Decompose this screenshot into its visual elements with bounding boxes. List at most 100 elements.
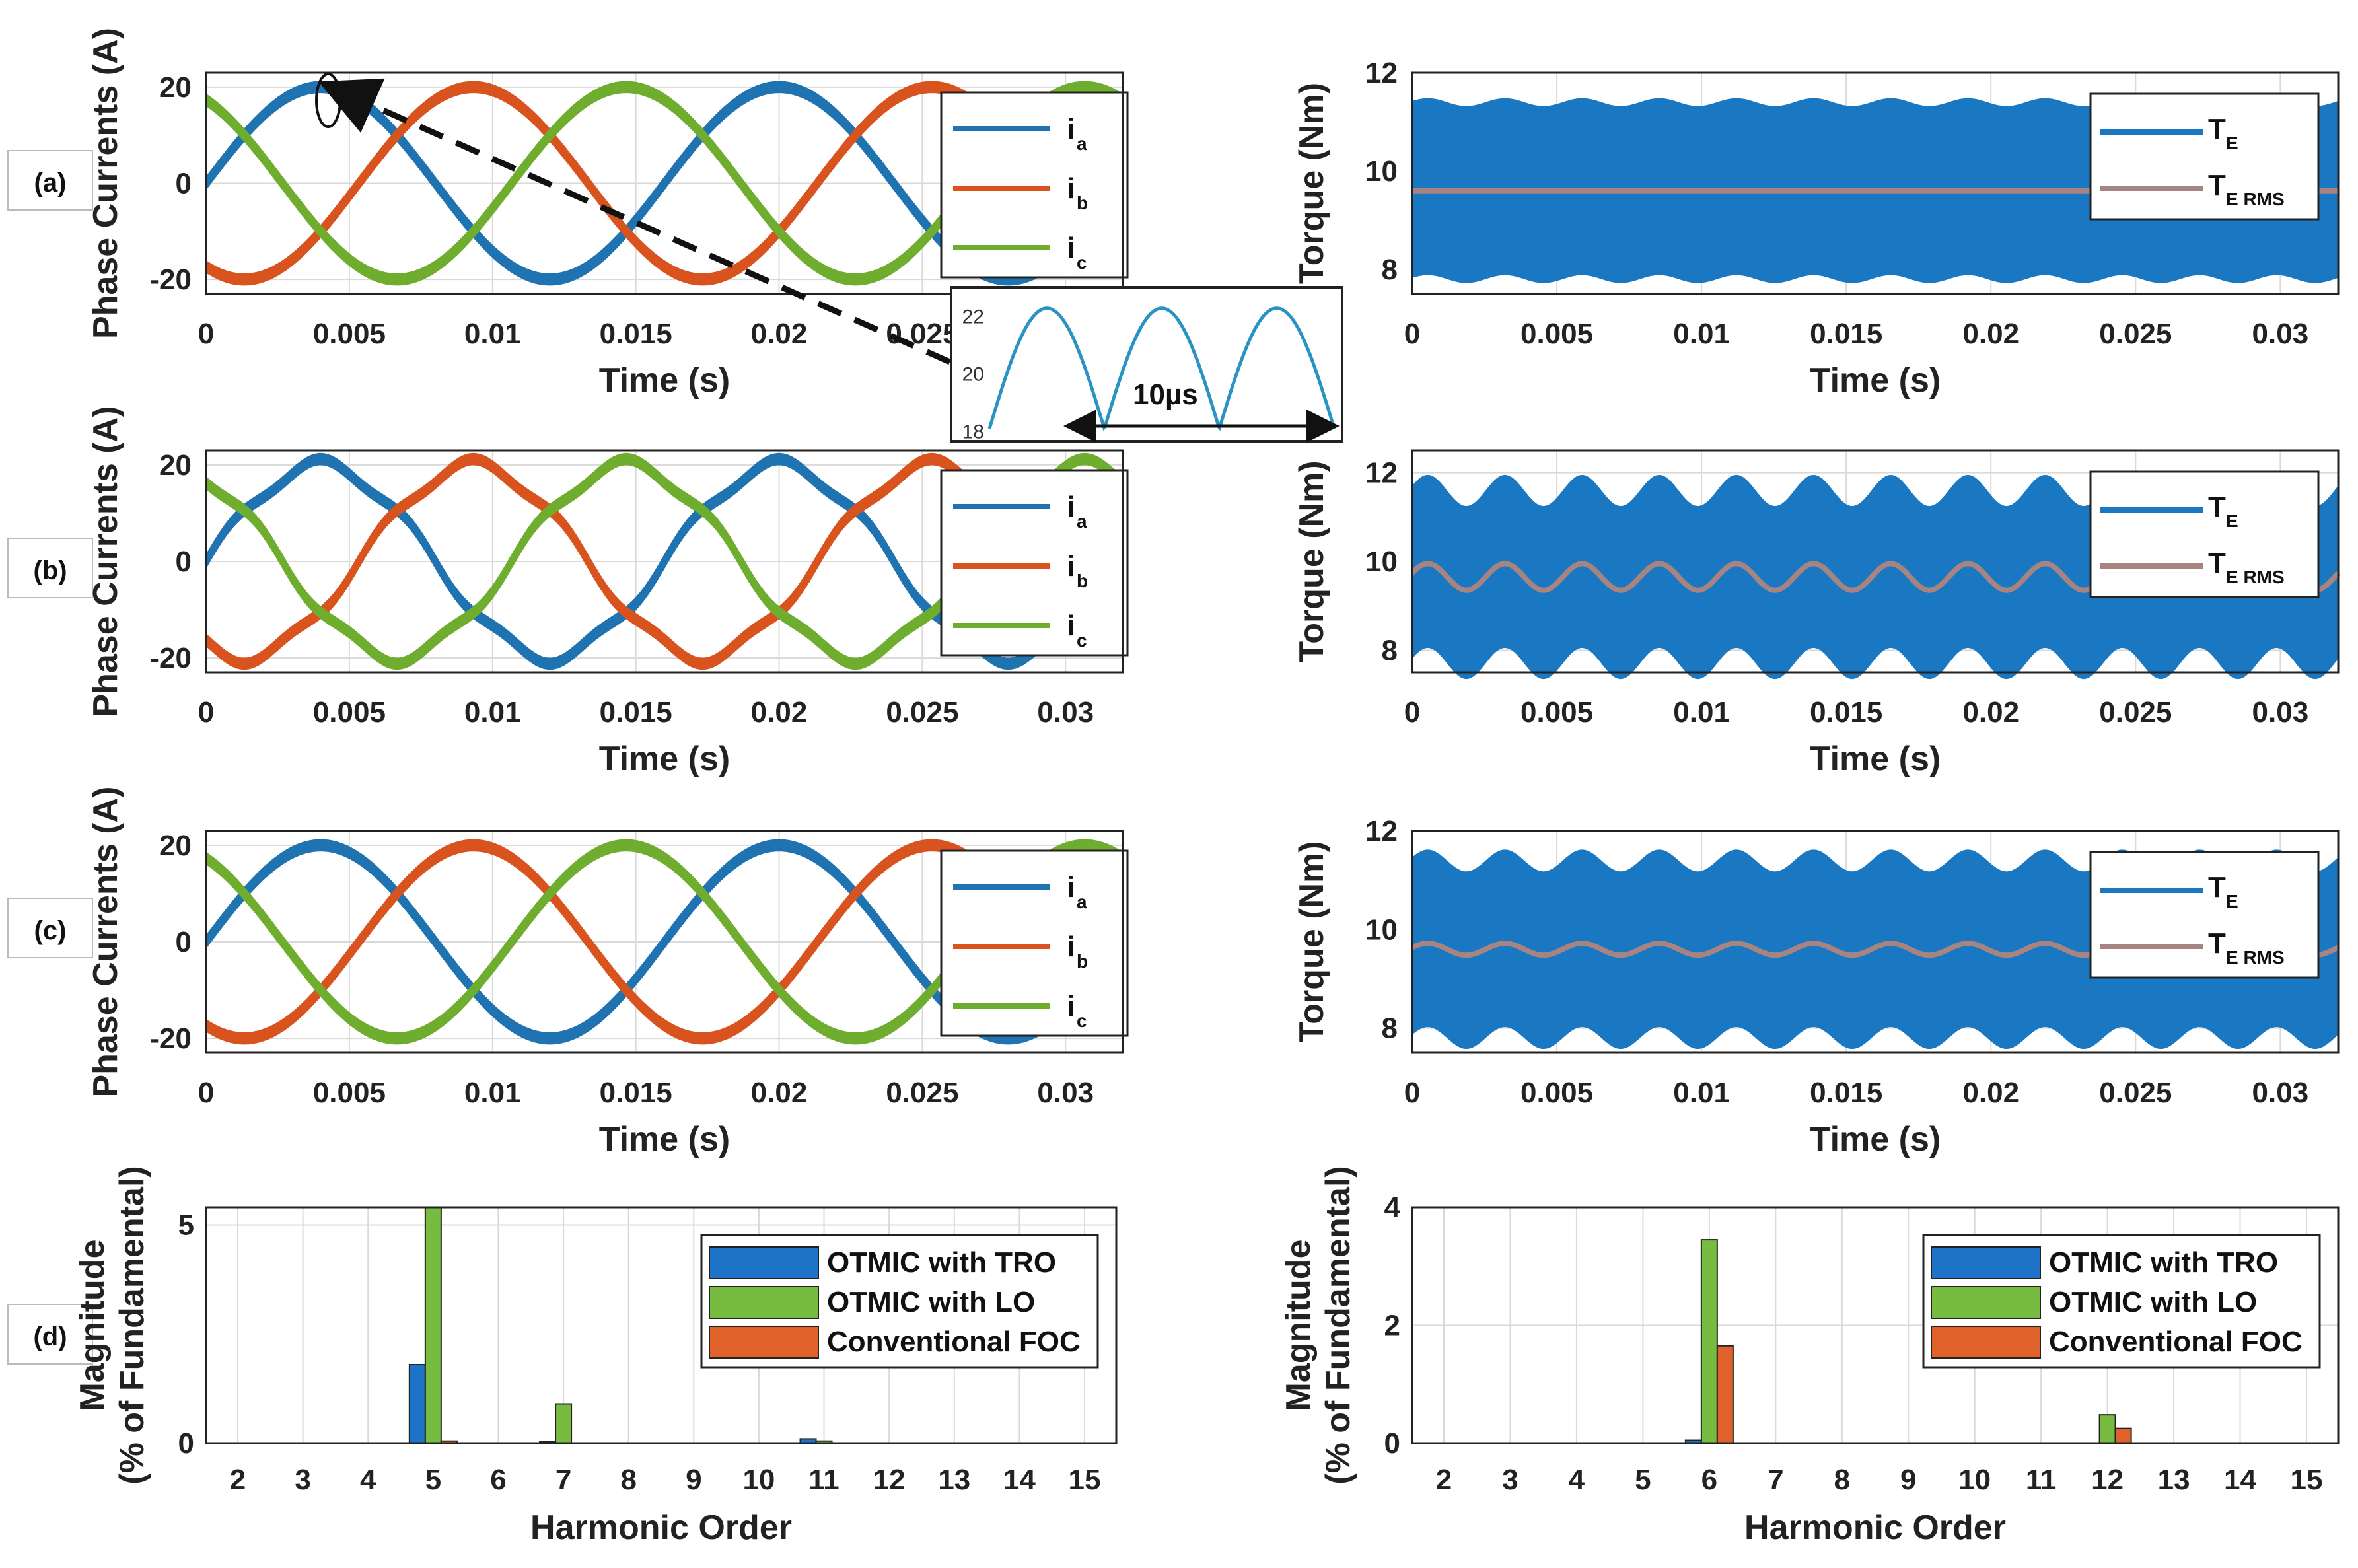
legend-swatch-0: [709, 1246, 819, 1279]
x-tick-label: 0.015: [1810, 318, 1882, 350]
legend-box: [2089, 92, 2320, 221]
zoom-annotation: [315, 73, 951, 365]
y-axis-label-line1: Magnitude: [1279, 1240, 1318, 1411]
legend-sub-i_b: b: [1077, 571, 1088, 591]
legend-sub-i_a: a: [1077, 511, 1087, 532]
x-tick-label: 3: [295, 1464, 310, 1496]
bar-otmic-with-lo-h7: [555, 1403, 573, 1444]
row-labels: (a) (b) (c) (d): [7, 150, 93, 1365]
x-tick-label: 0.015: [600, 1077, 672, 1109]
legend-box: [2089, 470, 2320, 598]
legend-label-0: T: [2208, 491, 2226, 523]
legend: T ET E RMS: [2089, 92, 2320, 221]
y-tick-label: -20: [149, 642, 192, 674]
x-tick-label: 0.025: [886, 318, 958, 350]
x-tick-label: 5: [1635, 1464, 1651, 1496]
legend-sub-i_a: a: [1077, 133, 1087, 154]
x-tick-label: 0.025: [886, 1077, 958, 1109]
x-tick-label: 0.005: [1520, 696, 1593, 729]
x-tick-label: 0.005: [313, 1077, 386, 1109]
legend-label-i_c: i: [1067, 990, 1075, 1022]
y-axis-label: Phase Currents (A): [87, 28, 125, 339]
y-tick-label: 12: [1365, 57, 1398, 89]
y-tick-label: 20: [159, 71, 192, 104]
bar-otmic-with-lo-h12: [2098, 1414, 2116, 1444]
bar-otmic-with-tro-h5: [408, 1364, 426, 1444]
y-axis-label: Torque (Nm): [1293, 460, 1331, 662]
x-tick-label: 0.02: [1962, 1077, 2019, 1109]
x-tick-label: 13: [2158, 1464, 2190, 1496]
legend-label-1: OTMIC with LO: [2049, 1286, 2257, 1318]
x-tick-label: 0: [198, 696, 214, 729]
legend-sub-1: E RMS: [2226, 567, 2285, 587]
x-tick-label: 11: [808, 1464, 840, 1496]
x-tick-label: 0: [198, 318, 214, 350]
x-tick-label: 14: [1003, 1464, 1036, 1496]
inset-waveform: [987, 306, 1336, 431]
legend-swatch-2: [1931, 1326, 2041, 1359]
x-tick-label: 0: [198, 1077, 214, 1109]
x-tick-label: 0.03: [2252, 1077, 2309, 1109]
y-tick-label: 20: [159, 449, 192, 481]
x-axis-label: Time (s): [599, 1120, 730, 1158]
zoom-arrow: [318, 78, 951, 365]
legend-sub-i_b: b: [1077, 193, 1088, 213]
y-tick-label: 8: [1382, 1013, 1398, 1045]
legend-label-1: T: [2208, 927, 2226, 960]
x-tick-label: 0.02: [751, 318, 808, 350]
legend-sub-i_c: c: [1077, 630, 1087, 651]
legend-label-i_a: i: [1067, 113, 1075, 145]
legend-label-1: T: [2208, 169, 2226, 201]
y-tick-label: 8: [1382, 254, 1398, 286]
legend-sub-i_c: c: [1077, 1011, 1087, 1031]
x-tick-label: 6: [490, 1464, 506, 1496]
x-tick-label: 0.01: [464, 1077, 521, 1109]
x-tick-label: 0.015: [1810, 696, 1882, 729]
x-tick-label: 0.02: [1962, 696, 2019, 729]
x-tick-label: 13: [938, 1464, 970, 1496]
legend: OTMIC with TRO OTMIC with LO Conventional …: [700, 1234, 1099, 1369]
panel-d-torque-harmonics: OTMIC with TRO OTMIC with LO Conventional …: [1279, 1166, 2340, 1547]
x-tick-label: 7: [555, 1464, 571, 1496]
legend: i ai bi c: [940, 469, 1129, 657]
axes-frame: [1411, 1206, 2340, 1444]
x-tick-label: 0.03: [1037, 1077, 1094, 1109]
y-tick-label: 0: [176, 926, 192, 958]
x-tick-label: 14: [2224, 1464, 2256, 1496]
y-tick-label: 12: [1365, 457, 1398, 489]
x-tick-label: 8: [620, 1464, 636, 1496]
y-tick-label: 2: [1384, 1310, 1400, 1342]
x-tick-label: 3: [1502, 1464, 1518, 1496]
x-tick-label: 0.005: [1520, 1077, 1593, 1109]
x-tick-label: 9: [1900, 1464, 1916, 1496]
y-tick-label: 10: [1365, 546, 1398, 578]
legend-swatch-0: [1931, 1246, 2041, 1279]
x-tick-label: 0.03: [2252, 696, 2309, 729]
row-label-b: (b): [33, 556, 67, 585]
x-tick-label: 0.025: [2099, 1077, 2172, 1109]
legend-sub-i_c: c: [1077, 252, 1087, 273]
bar-otmic-with-lo-h5: [424, 1207, 442, 1444]
panel-c-currents: i ai bi c0 0.005 0.01 0.015 0.02 0.025 0.03-20020…: [87, 787, 1129, 1158]
x-tick-label: 0.025: [2099, 696, 2172, 729]
x-tick-label: 0.03: [1037, 696, 1094, 729]
y-tick-label: 0: [176, 168, 192, 200]
x-axis-label: Time (s): [1810, 361, 1941, 400]
legend-label-1: T: [2208, 547, 2226, 579]
legend-swatch-1: [1931, 1286, 2041, 1319]
legend-sub-1: E RMS: [2226, 189, 2285, 209]
y-tick-label: 0: [176, 546, 192, 578]
x-axis-label: Time (s): [599, 361, 730, 400]
axes-frame: [1411, 830, 2340, 1054]
x-tick-label: 2: [1436, 1464, 1452, 1496]
x-tick-label: 0: [1404, 318, 1420, 350]
axes-frame: [205, 1206, 1118, 1444]
row-label-d: (d): [33, 1322, 67, 1351]
y-tick-label: 12: [1365, 815, 1398, 847]
legend-label-0: OTMIC with TRO: [2049, 1246, 2278, 1279]
y-tick-label: 0: [1384, 1427, 1400, 1460]
y-tick-label: 4: [1384, 1192, 1401, 1224]
bar-conventional-foc-h12: [2114, 1427, 2132, 1444]
